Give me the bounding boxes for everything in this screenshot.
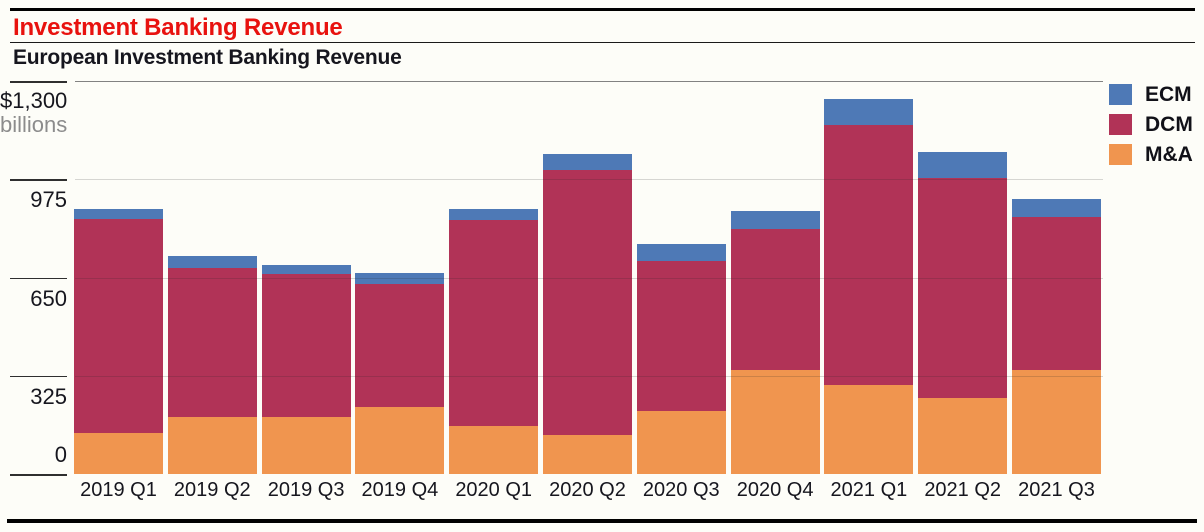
bottom-border-rule [7, 519, 1197, 523]
plot-top-border [75, 81, 1103, 82]
bar-segment-ma-2019-q4 [355, 407, 445, 474]
x-axis-label-2020-q2: 2020 Q2 [549, 479, 626, 501]
gridline-325 [75, 375, 1103, 377]
x-axis-label-2019-q3: 2019 Q3 [267, 479, 345, 501]
bar-segment-dcm-2020-q3 [636, 260, 726, 411]
bar-segment-dcm-2021-q1 [824, 124, 914, 385]
x-axis-label-2019-q1: 2019 Q1 [80, 479, 157, 501]
legend-label-ecm: ECM [1145, 83, 1192, 106]
top-border-rule [10, 8, 1195, 11]
bar-segment-ecm-2019-q2 [167, 256, 257, 269]
legend-label-ma: M&A [1145, 143, 1193, 166]
bar-segment-ecm-2021-q1 [824, 99, 914, 125]
bar-segment-ma-2020-q3 [636, 410, 726, 474]
bar-segment-dcm-2020-q1 [449, 220, 539, 426]
chart-subtitle: European Investment Banking Revenue [13, 46, 402, 69]
dcm-color-swatch [1109, 114, 1132, 135]
bar-segment-dcm-2020-q2 [543, 170, 632, 435]
bar-segment-dcm-2019-q2 [167, 268, 257, 417]
bar-segment-dcm-2021-q2 [918, 177, 1008, 399]
bar-segment-ma-2021-q3 [1012, 369, 1101, 474]
x-axis-label-2019-q2: 2019 Q2 [173, 479, 251, 501]
bar-segment-ecm-2020-q1 [449, 209, 539, 221]
gridline-975 [75, 179, 1103, 181]
bar-segment-ecm-2020-q3 [636, 244, 726, 261]
bar-segment-ecm-2019-q3 [261, 265, 351, 275]
x-axis-label-2020-q1: 2020 Q1 [455, 479, 533, 501]
ecm-color-swatch [1109, 84, 1132, 105]
y-axis-unit-label: billions [0, 112, 68, 137]
chart-legend: ECM DCM M&A [1109, 84, 1193, 174]
bar-segment-ma-2020-q1 [449, 425, 539, 474]
legend-label-dcm: DCM [1145, 113, 1193, 136]
y-tick-mark-1300 [10, 81, 67, 83]
x-axis-label-2019-q4: 2019 Q4 [361, 479, 439, 501]
bar-segment-dcm-2019-q3 [261, 274, 351, 417]
bar-segment-ecm-2019-q1 [74, 209, 163, 219]
y-tick-mark-650 [10, 277, 67, 279]
y-axis-max-value: $1,300 [0, 88, 68, 113]
ma-color-swatch [1109, 144, 1132, 165]
bar-segment-ma-2021-q2 [918, 398, 1008, 474]
title-divider-rule [10, 42, 1195, 43]
legend-item-ecm: ECM [1109, 84, 1193, 105]
y-axis-label-0: 0 [54, 442, 67, 467]
x-axis-label-2020-q3: 2020 Q3 [642, 479, 720, 501]
bar-segment-ma-2020-q4 [730, 369, 820, 474]
bar-segment-ma-2019-q2 [167, 416, 257, 474]
bar-segment-dcm-2021-q3 [1012, 217, 1101, 370]
legend-item-dcm: DCM [1109, 114, 1193, 135]
x-axis-label-2020-q4: 2020 Q4 [736, 479, 814, 501]
bar-segment-dcm-2020-q4 [730, 229, 820, 370]
page-title: Investment Banking Revenue [13, 14, 343, 41]
x-axis-label-2021-q2: 2021 Q2 [924, 479, 1002, 501]
y-axis-label-975: 975 [30, 187, 67, 213]
bar-segment-ma-2020-q2 [543, 434, 632, 474]
bar-segment-ecm-2021-q3 [1012, 198, 1101, 218]
y-tick-mark-325 [10, 375, 67, 378]
bar-segment-ecm-2020-q2 [543, 153, 632, 171]
x-axis-label-2021-q1: 2021 Q1 [830, 479, 908, 501]
y-tick-mark-975 [10, 179, 67, 181]
bar-segment-ma-2021-q1 [824, 384, 914, 474]
bar-segment-ma-2019-q3 [261, 416, 351, 474]
y-axis-label-325: 325 [30, 383, 67, 409]
bar-segment-ma-2019-q1 [74, 433, 163, 474]
y-axis-max-label: $1,300 billions [0, 89, 67, 137]
bar-segment-ecm-2019-q4 [355, 272, 445, 284]
x-axis-label-2021-q3: 2021 Q3 [1018, 479, 1095, 501]
bar-segment-dcm-2019-q1 [74, 218, 163, 434]
y-axis-label-650: 650 [30, 285, 67, 311]
gridline-650 [75, 277, 1103, 279]
bar-segment-ecm-2021-q2 [918, 152, 1008, 178]
bar-segment-dcm-2019-q4 [355, 283, 445, 408]
y-tick-mark-0 [10, 474, 67, 476]
bar-segment-ecm-2020-q4 [730, 210, 820, 230]
legend-item-ma: M&A [1109, 144, 1193, 165]
